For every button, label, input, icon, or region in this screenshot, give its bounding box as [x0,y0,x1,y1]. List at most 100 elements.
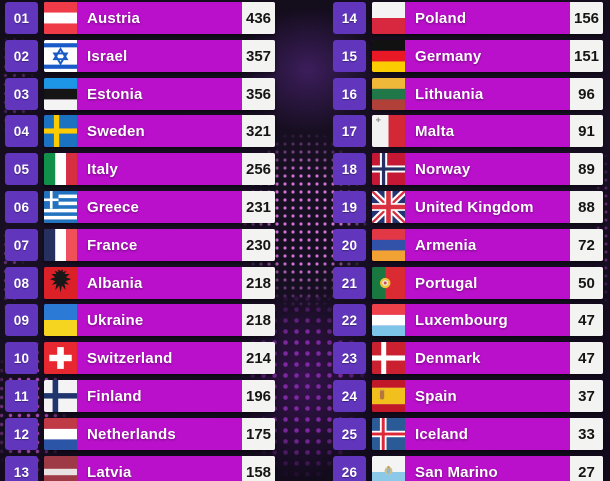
country-bar: Italy 256 [44,153,275,185]
score-box: 214 [242,342,275,374]
score-box: 27 [570,456,603,481]
country-bar: Estonia 356 [44,78,275,110]
germany-flag-icon [372,40,405,72]
lithuania-flag-icon [372,78,405,110]
malta-flag-icon [372,115,405,147]
ukraine-flag-icon [44,304,77,336]
rank-badge: 11 [5,380,38,412]
spain-flag-icon [372,380,405,412]
score-box: 72 [570,229,603,261]
country-name-label: Portugal [415,274,478,292]
country-name-label: United Kingdom [415,198,534,216]
score-box: 230 [242,229,275,261]
score-box: 47 [570,342,603,374]
portugal-flag-icon [372,267,405,299]
rank-badge: 12 [5,418,38,450]
austria-flag-icon [44,2,77,34]
rank-badge: 06 [5,191,38,223]
poland-flag-icon [372,2,405,34]
scoreboard-row: 25 Iceland 33 [333,418,603,450]
country-name-label: Estonia [87,85,143,103]
country-name-label: Malta [415,122,455,140]
score-box: 436 [242,2,275,34]
scoreboard-row: 15 Germany 151 [333,40,603,72]
scoreboard-row: 24 Spain 37 [333,380,603,412]
score-box: 151 [570,40,603,72]
rank-badge: 13 [5,456,38,481]
scoreboard-row: 05 Italy 256 [5,153,275,185]
iceland-flag-icon [372,418,405,450]
rank-badge: 05 [5,153,38,185]
scoreboard-column-right: 14 Poland 156 15 Germany 151 16 Lithuania 96 17 Ma… [333,0,603,481]
scoreboard-row: 16 Lithuania 96 [333,78,603,110]
country-name-label: Sweden [87,122,145,140]
netherlands-flag-icon [44,418,77,450]
rank-badge: 19 [333,191,366,223]
country-name-label: Iceland [415,425,469,443]
estonia-flag-icon [44,78,77,110]
country-name-label: Lithuania [415,85,484,103]
country-bar: Latvia 158 [44,456,275,481]
rank-badge: 07 [5,229,38,261]
scoreboard-row: 01 Austria 436 [5,2,275,34]
country-bar: Armenia 72 [372,229,603,261]
scoreboard-row: 12 Netherlands 175 [5,418,275,450]
score-box: 33 [570,418,603,450]
rank-badge: 03 [5,78,38,110]
albania-flag-icon [44,267,77,299]
country-bar: Iceland 33 [372,418,603,450]
country-bar: Lithuania 96 [372,78,603,110]
rank-badge: 21 [333,267,366,299]
country-name-label: Finland [87,387,142,405]
scoreboard-row: 23 Denmark 47 [333,342,603,374]
country-name-label: Israel [87,47,128,65]
score-box: 231 [242,191,275,223]
rank-badge: 20 [333,229,366,261]
country-bar: Malta 91 [372,115,603,147]
rank-badge: 24 [333,380,366,412]
country-name-label: Luxembourg [415,311,508,329]
scoreboard-row: 19 United Kingdom 88 [333,191,603,223]
scoreboard-column-left: 01 Austria 436 02 Israel 357 03 Estonia 356 04 Swe… [5,0,275,481]
country-name-label: France [87,236,138,254]
scoreboard-row: 10 Switzerland 214 [5,342,275,374]
scoreboard-row: 08 Albania 218 [5,267,275,299]
scoreboard-row: 11 Finland 196 [5,380,275,412]
score-box: 37 [570,380,603,412]
country-name-label: Austria [87,9,141,27]
norway-flag-icon [372,153,405,185]
greece-flag-icon [44,191,77,223]
country-bar: Austria 436 [44,2,275,34]
country-name-label: Greece [87,198,140,216]
sanmarino-flag-icon [372,456,405,481]
rank-badge: 08 [5,267,38,299]
country-bar: Sweden 321 [44,115,275,147]
country-name-label: Ukraine [87,311,144,329]
country-name-label: Spain [415,387,457,405]
rank-badge: 10 [5,342,38,374]
score-box: 88 [570,191,603,223]
rank-badge: 01 [5,2,38,34]
score-box: 96 [570,78,603,110]
country-bar: United Kingdom 88 [372,191,603,223]
country-bar: Switzerland 214 [44,342,275,374]
rank-badge: 02 [5,40,38,72]
scoreboard-row: 14 Poland 156 [333,2,603,34]
country-name-label: Netherlands [87,425,176,443]
rank-badge: 23 [333,342,366,374]
country-name-label: Italy [87,160,119,178]
latvia-flag-icon [44,456,77,481]
scoreboard-row: 26 San Marino 27 [333,456,603,481]
scoreboard-row: 17 Malta 91 [333,115,603,147]
rank-badge: 15 [333,40,366,72]
scoreboard-row: 13 Latvia 158 [5,456,275,481]
rank-badge: 22 [333,304,366,336]
finland-flag-icon [44,380,77,412]
denmark-flag-icon [372,342,405,374]
score-box: 357 [242,40,275,72]
score-box: 218 [242,304,275,336]
country-bar: Ukraine 218 [44,304,275,336]
country-bar: Israel 357 [44,40,275,72]
country-name-label: Denmark [415,349,481,367]
